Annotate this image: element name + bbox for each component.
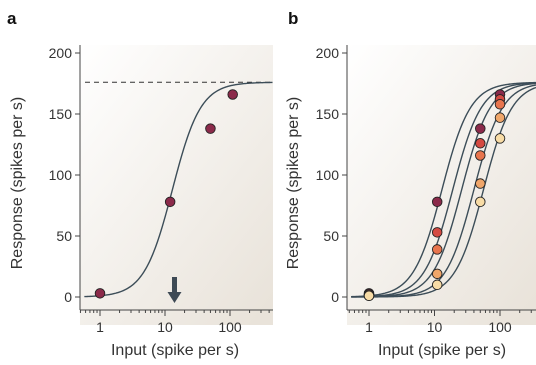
panel-a-data-point bbox=[164, 196, 176, 208]
panel-b-letter: b bbox=[288, 9, 298, 28]
panel-b-x-axis-label: Input (spike per s) bbox=[378, 342, 506, 359]
panel-b-data-point bbox=[431, 279, 443, 291]
panel-a-x-axis-label: Input (spike per s) bbox=[111, 342, 239, 359]
panel-a-y-tick-label: 0 bbox=[64, 289, 72, 305]
panel-b-y-tick-label: 0 bbox=[331, 289, 339, 305]
panel-b-data-point bbox=[475, 138, 486, 149]
panel-a-x-tick-label: 10 bbox=[157, 319, 173, 335]
panel-a-data-point bbox=[94, 288, 106, 299]
panel-a-y-tick-label: 100 bbox=[49, 167, 73, 183]
panel-a-y-axis-label: Response (spikes per s) bbox=[9, 97, 26, 270]
panel-b-y-tick-label: 200 bbox=[316, 45, 340, 61]
panel-a-fit-curve-0 bbox=[84, 81, 273, 298]
panel-b-x-tick-label: 1 bbox=[365, 319, 373, 335]
panel-b-fit-curve-0 bbox=[351, 81, 536, 298]
panel-b-data-point bbox=[431, 227, 443, 238]
panel-a-data-point bbox=[205, 123, 216, 134]
panel-b-data-point bbox=[431, 196, 443, 208]
panel-b-x-tick-label: 10 bbox=[427, 319, 443, 335]
panel-a-x-tick-label: 100 bbox=[218, 319, 242, 335]
panel-b-y-tick-label: 150 bbox=[316, 106, 340, 122]
panel-a-y-tick-label: 50 bbox=[56, 228, 72, 244]
panel-a-y-tick-label: 200 bbox=[49, 45, 73, 61]
panel-a-x-tick-label: 1 bbox=[96, 319, 104, 335]
panel-b-y-axis-label: Response (spikes per s) bbox=[285, 97, 302, 270]
panel-b-data-point bbox=[363, 290, 375, 302]
panel-a-letter: a bbox=[7, 9, 17, 28]
panel-b-data-point bbox=[494, 98, 506, 110]
panel-b-data-point bbox=[475, 196, 486, 208]
panel-b-y-tick-label: 50 bbox=[323, 228, 339, 244]
panel-a-data-point bbox=[227, 89, 238, 100]
panel-b-data-point bbox=[475, 150, 486, 161]
panel-b-data-point bbox=[431, 244, 443, 255]
panel-b-data-point bbox=[494, 112, 506, 123]
panel-a: a Input (spike per s) Response (spikes p… bbox=[7, 9, 273, 359]
panel-b-data-point bbox=[494, 133, 506, 144]
panel-a-y-tick-label: 150 bbox=[49, 106, 73, 122]
half-max-arrow-icon bbox=[167, 277, 182, 303]
panel-b-data-point bbox=[475, 123, 486, 134]
panel-b-x-tick-label: 100 bbox=[488, 319, 512, 335]
panel-b-fit-curve-4 bbox=[351, 86, 536, 298]
panel-b: b Input (spike per s) Response (spikes p… bbox=[285, 9, 536, 359]
panel-b-data-point bbox=[475, 178, 486, 189]
panel-b-y-tick-label: 100 bbox=[316, 167, 340, 183]
panel-b-data-point bbox=[431, 268, 443, 280]
